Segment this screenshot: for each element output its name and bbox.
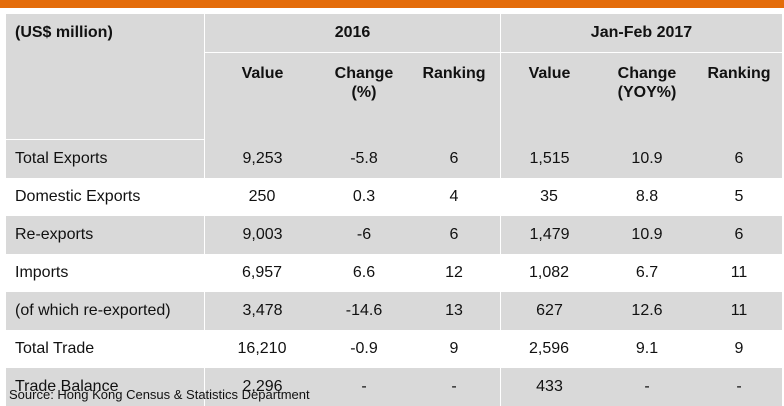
row-label: Trade Balance	[6, 368, 204, 406]
cell: 6.6	[352, 264, 376, 281]
cell: 9	[734, 340, 744, 357]
change-pct-label: Change (%)	[334, 65, 394, 101]
cell: 10.9	[598, 140, 696, 178]
cell: 6	[696, 140, 782, 178]
cell: 9,003	[204, 216, 320, 254]
col-ranking-2017: Ranking	[696, 53, 782, 140]
cell: 9	[449, 340, 459, 357]
table-row: Trade Balance 2,296 - - 433 - -	[6, 368, 782, 406]
cell: 6	[408, 216, 500, 254]
cell: 13	[408, 292, 500, 330]
cell: 1,082	[528, 264, 570, 281]
row-label: (of which re-exported)	[6, 292, 204, 330]
header-row-columns: Value Change (%) Ranking Value Change (Y…	[6, 53, 782, 140]
cell: 9.1	[635, 340, 659, 357]
cell: 10.9	[598, 216, 696, 254]
col-ranking-2016: Ranking	[408, 53, 500, 140]
cell: -5.8	[320, 140, 408, 178]
col-value-2016: Value	[204, 53, 320, 140]
cell: -14.6	[320, 292, 408, 330]
row-label: Imports	[15, 264, 69, 281]
row-label: Total Trade	[15, 340, 95, 357]
table-row: Re-exports 9,003 -6 6 1,479 10.9 6	[6, 216, 782, 254]
cell: 0.3	[352, 188, 376, 205]
cell: 4	[449, 188, 459, 205]
cell: 250	[248, 188, 276, 205]
header-row-periods: (US$ million) 2016 Jan-Feb 2017	[6, 14, 782, 140]
cell: 11	[696, 292, 782, 330]
cell: 3,478	[204, 292, 320, 330]
row-label: Total Exports	[6, 140, 204, 178]
cell: 8.8	[635, 188, 659, 205]
cell: 5	[734, 188, 744, 205]
cell: -	[408, 368, 500, 406]
accent-bar	[0, 0, 784, 8]
cell: 12.6	[598, 292, 696, 330]
cell: 2,296	[204, 368, 320, 406]
cell: 11	[730, 264, 748, 281]
source-note: Source: Hong Kong Census & Statistics De…	[9, 387, 310, 402]
cell: -	[696, 368, 782, 406]
table-row: Imports 6,957 6.6 12 1,082 6.7 11	[6, 254, 782, 292]
table-row: Total Trade 16,210 -0.9 9 2,596 9.1 9	[6, 330, 782, 368]
cell: 6,957	[241, 264, 283, 281]
cell: 433	[500, 368, 598, 406]
table-row: Domestic Exports 250 0.3 4 35 8.8 5	[6, 178, 782, 216]
cell: 16,210	[237, 340, 287, 357]
cell: 6.7	[635, 264, 659, 281]
cell: 1,515	[500, 140, 598, 178]
period-2016-header: 2016	[204, 14, 500, 53]
cell: -6	[320, 216, 408, 254]
col-value-2017: Value	[500, 53, 598, 140]
cell: 35	[540, 188, 558, 205]
unit-header: (US$ million)	[6, 14, 204, 140]
cell: 12	[445, 264, 463, 281]
col-change-2016: Change (%)	[320, 53, 408, 140]
cell: 6	[696, 216, 782, 254]
cell: 627	[500, 292, 598, 330]
cell: 6	[408, 140, 500, 178]
change-yoy-label: Change (YOY%)	[617, 65, 677, 101]
cell: 2,596	[528, 340, 570, 357]
cell: -0.9	[350, 340, 378, 357]
trade-table: (US$ million) 2016 Jan-Feb 2017 Value Ch…	[6, 14, 782, 406]
cell: 9,253	[204, 140, 320, 178]
cell: -	[320, 368, 408, 406]
table-row: (of which re-exported) 3,478 -14.6 13 62…	[6, 292, 782, 330]
cell: -	[598, 368, 696, 406]
table-row: Total Exports 9,253 -5.8 6 1,515 10.9 6	[6, 140, 782, 178]
row-label: Domestic Exports	[15, 188, 141, 205]
col-change-2017: Change (YOY%)	[598, 53, 696, 140]
cell: 1,479	[500, 216, 598, 254]
row-label: Re-exports	[6, 216, 204, 254]
period-2017-header: Jan-Feb 2017	[500, 14, 782, 53]
